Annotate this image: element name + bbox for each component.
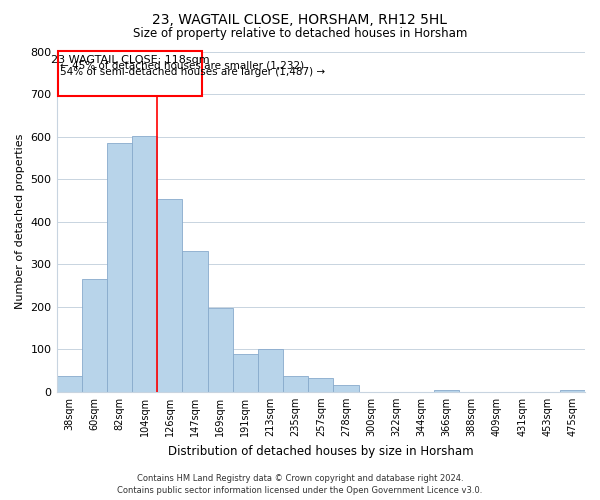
Text: 54% of semi-detached houses are larger (1,487) →: 54% of semi-detached houses are larger (… (60, 67, 325, 77)
Bar (58, 52, 202, 96)
Y-axis label: Number of detached properties: Number of detached properties (15, 134, 25, 310)
Bar (233, 354, 258, 392)
Bar (182, 250, 208, 392)
Bar (258, 350, 283, 392)
Bar (334, 386, 359, 392)
Bar (208, 308, 233, 392)
Bar (157, 199, 182, 392)
Bar (82, 279, 107, 392)
Bar (283, 376, 308, 392)
X-axis label: Distribution of detached houses by size in Horsham: Distribution of detached houses by size … (168, 444, 473, 458)
Text: 23 WAGTAIL CLOSE: 118sqm: 23 WAGTAIL CLOSE: 118sqm (51, 55, 209, 65)
Bar (308, 378, 334, 392)
Bar (560, 390, 585, 392)
Text: Contains HM Land Registry data © Crown copyright and database right 2024.
Contai: Contains HM Land Registry data © Crown c… (118, 474, 482, 495)
Bar (56, 376, 82, 392)
Text: ← 45% of detached houses are smaller (1,232): ← 45% of detached houses are smaller (1,… (60, 61, 304, 71)
Text: 23, WAGTAIL CLOSE, HORSHAM, RH12 5HL: 23, WAGTAIL CLOSE, HORSHAM, RH12 5HL (152, 12, 448, 26)
Bar (132, 136, 157, 392)
Bar (107, 143, 132, 392)
Text: Size of property relative to detached houses in Horsham: Size of property relative to detached ho… (133, 28, 467, 40)
Bar (434, 390, 459, 392)
